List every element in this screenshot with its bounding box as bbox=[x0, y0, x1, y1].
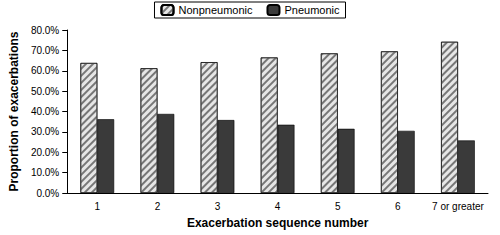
svg-text:4: 4 bbox=[275, 201, 281, 212]
svg-text:20.0%: 20.0% bbox=[31, 147, 59, 158]
svg-text:80.0%: 80.0% bbox=[31, 25, 59, 36]
svg-text:0.0%: 0.0% bbox=[36, 188, 59, 199]
svg-text:40.0%: 40.0% bbox=[31, 106, 59, 117]
svg-text:Exacerbation sequence number: Exacerbation sequence number bbox=[187, 216, 369, 230]
svg-text:Pneumonic: Pneumonic bbox=[284, 4, 340, 16]
svg-text:Nonpneumonic: Nonpneumonic bbox=[178, 4, 252, 16]
svg-text:7 or greater: 7 or greater bbox=[432, 201, 484, 212]
svg-text:3: 3 bbox=[215, 201, 221, 212]
svg-text:6: 6 bbox=[395, 201, 401, 212]
svg-text:1: 1 bbox=[95, 201, 101, 212]
svg-text:10.0%: 10.0% bbox=[31, 167, 59, 178]
svg-text:30.0%: 30.0% bbox=[31, 126, 59, 137]
svg-text:50.0%: 50.0% bbox=[31, 86, 59, 97]
svg-text:5: 5 bbox=[335, 201, 341, 212]
svg-text:60.0%: 60.0% bbox=[31, 65, 59, 76]
svg-text:Proportion of exacerbations: Proportion of exacerbations bbox=[7, 31, 21, 191]
svg-text:70.0%: 70.0% bbox=[31, 45, 59, 56]
svg-text:2: 2 bbox=[155, 201, 161, 212]
